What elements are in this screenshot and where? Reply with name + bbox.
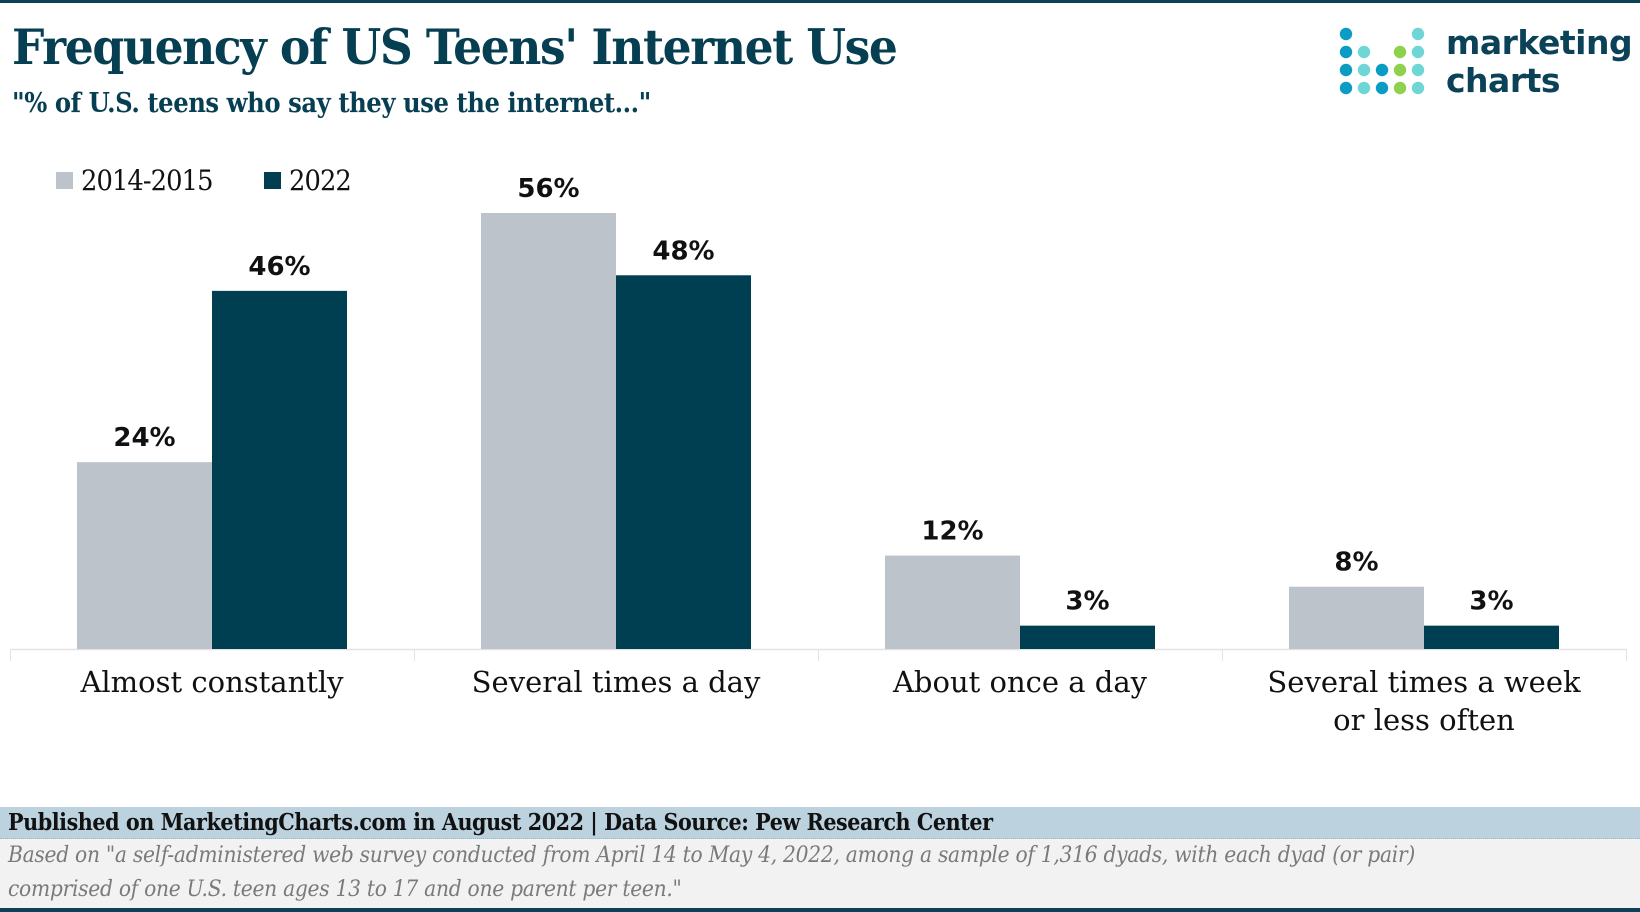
logo-dot	[1339, 63, 1353, 77]
category-label: Several times a day	[472, 665, 761, 699]
data-label: 12%	[921, 517, 983, 547]
logo-dot	[1339, 27, 1353, 41]
bar-chart: 24% 46% Almost constantly 56% 48% Several tim…	[10, 174, 1627, 737]
bottom-border	[0, 908, 1640, 912]
data-label: 3%	[1469, 587, 1513, 617]
bar-2014-2015	[77, 462, 212, 649]
data-label: 24%	[113, 423, 175, 453]
chart-subtitle: "% of U.S. teens who say they use the in…	[12, 88, 651, 119]
logo-dot	[1411, 45, 1425, 59]
logo-dot	[1393, 63, 1407, 77]
logo-dot	[1411, 81, 1425, 95]
chart-title: Frequency of US Teens' Internet Use	[12, 18, 898, 76]
logo-dot	[1375, 81, 1389, 95]
logo-dot	[1357, 45, 1371, 59]
legend-item-2022: 2022	[263, 164, 356, 197]
methodology-note-line-1: Based on "a self-administered web survey…	[8, 843, 1415, 868]
category-label: About once a day	[892, 665, 1148, 699]
bar-2022	[1424, 625, 1559, 649]
data-label: 3%	[1065, 587, 1109, 617]
methodology-note-line-2: comprised of one U.S. teen ages 13 to 17…	[8, 877, 682, 902]
logo-dot	[1393, 45, 1407, 59]
bar-2014-2015	[885, 555, 1020, 649]
logo-dot	[1411, 27, 1425, 41]
bar-2014-2015	[481, 213, 616, 649]
category-label: Several times a week	[1267, 665, 1581, 699]
bar-2022	[616, 275, 751, 649]
logo-dot	[1357, 63, 1371, 77]
category-label: or less often	[1333, 703, 1515, 737]
data-label: 56%	[517, 174, 579, 204]
bar-2022	[1020, 625, 1155, 649]
logo-text-line1: marketing	[1446, 23, 1633, 62]
legend-label: 2022	[288, 164, 352, 197]
logo-wordmark: marketing charts	[1446, 23, 1633, 100]
legend-swatch-2022	[263, 172, 281, 189]
legend-label: 2014-2015	[81, 164, 213, 197]
marketingcharts-logo: marketing charts	[1338, 24, 1638, 104]
top-border	[0, 0, 1640, 3]
bar-2014-2015	[1289, 586, 1424, 649]
logo-dot	[1375, 63, 1389, 77]
data-label: 48%	[652, 236, 714, 266]
bar-2022	[212, 290, 347, 649]
logo-dot	[1393, 81, 1407, 95]
chart-legend: 2014-2015 2022	[56, 164, 396, 197]
logo-dot	[1411, 63, 1425, 77]
dot-grid-logo-icon	[1339, 27, 1425, 95]
published-source-text: Published on MarketingCharts.com in Augu…	[8, 809, 993, 836]
logo-text-line2: charts	[1446, 61, 1561, 100]
methodology-notes: Based on "a self-administered web survey…	[0, 839, 1640, 908]
logo-dot	[1357, 81, 1371, 95]
published-source-band: Published on MarketingCharts.com in Augu…	[0, 807, 1640, 839]
category-label: Almost constantly	[79, 665, 344, 699]
data-label: 46%	[248, 252, 310, 282]
legend-swatch-2014-2015	[56, 172, 73, 189]
logo-dot	[1339, 45, 1353, 59]
data-label: 8%	[1334, 548, 1378, 578]
legend-item-2014-2015: 2014-2015	[56, 164, 224, 197]
logo-dot	[1339, 81, 1353, 95]
